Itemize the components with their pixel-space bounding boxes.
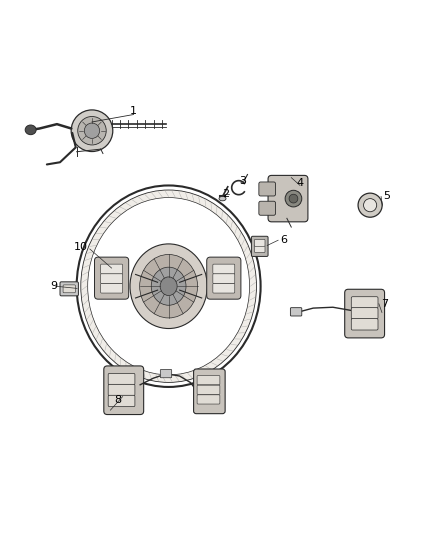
FancyBboxPatch shape — [254, 246, 265, 253]
Ellipse shape — [364, 199, 377, 212]
Ellipse shape — [78, 117, 106, 145]
FancyBboxPatch shape — [251, 236, 268, 256]
FancyBboxPatch shape — [207, 257, 241, 299]
Ellipse shape — [289, 194, 298, 203]
FancyBboxPatch shape — [108, 374, 135, 385]
FancyBboxPatch shape — [351, 319, 378, 330]
Ellipse shape — [84, 123, 99, 139]
Ellipse shape — [151, 267, 186, 305]
Text: 4: 4 — [297, 178, 304, 188]
FancyBboxPatch shape — [197, 385, 220, 394]
FancyBboxPatch shape — [160, 369, 172, 378]
Text: 10: 10 — [74, 242, 88, 252]
Ellipse shape — [130, 244, 207, 328]
Ellipse shape — [81, 190, 257, 382]
Text: 2: 2 — [222, 189, 229, 199]
FancyBboxPatch shape — [213, 274, 235, 284]
Polygon shape — [169, 249, 179, 269]
Text: 9: 9 — [50, 281, 57, 291]
Ellipse shape — [219, 197, 226, 201]
FancyBboxPatch shape — [268, 175, 308, 222]
FancyBboxPatch shape — [63, 285, 75, 293]
Ellipse shape — [88, 198, 250, 375]
Ellipse shape — [71, 110, 113, 151]
FancyBboxPatch shape — [197, 376, 220, 385]
FancyBboxPatch shape — [104, 366, 144, 415]
Polygon shape — [164, 304, 173, 323]
Ellipse shape — [25, 125, 36, 135]
FancyBboxPatch shape — [108, 395, 135, 407]
FancyBboxPatch shape — [60, 282, 78, 296]
FancyBboxPatch shape — [351, 308, 378, 319]
Text: 7: 7 — [381, 298, 388, 309]
FancyBboxPatch shape — [254, 239, 265, 246]
Ellipse shape — [358, 193, 382, 217]
FancyBboxPatch shape — [351, 297, 378, 308]
Ellipse shape — [160, 277, 177, 295]
Text: 3: 3 — [240, 176, 247, 186]
Text: 6: 6 — [280, 235, 287, 245]
FancyBboxPatch shape — [213, 264, 235, 274]
Text: 1: 1 — [130, 106, 137, 116]
FancyBboxPatch shape — [213, 284, 235, 293]
FancyBboxPatch shape — [101, 264, 123, 274]
Ellipse shape — [140, 254, 198, 318]
FancyBboxPatch shape — [259, 182, 276, 196]
Ellipse shape — [285, 190, 302, 207]
FancyBboxPatch shape — [95, 257, 129, 299]
Polygon shape — [159, 249, 169, 269]
Text: 8: 8 — [115, 395, 122, 405]
FancyBboxPatch shape — [345, 289, 385, 338]
FancyBboxPatch shape — [290, 308, 302, 316]
FancyBboxPatch shape — [259, 201, 276, 215]
FancyBboxPatch shape — [108, 384, 135, 395]
FancyBboxPatch shape — [194, 369, 225, 414]
Text: 5: 5 — [383, 191, 390, 201]
FancyBboxPatch shape — [101, 284, 123, 293]
FancyBboxPatch shape — [101, 274, 123, 284]
FancyBboxPatch shape — [197, 395, 220, 404]
